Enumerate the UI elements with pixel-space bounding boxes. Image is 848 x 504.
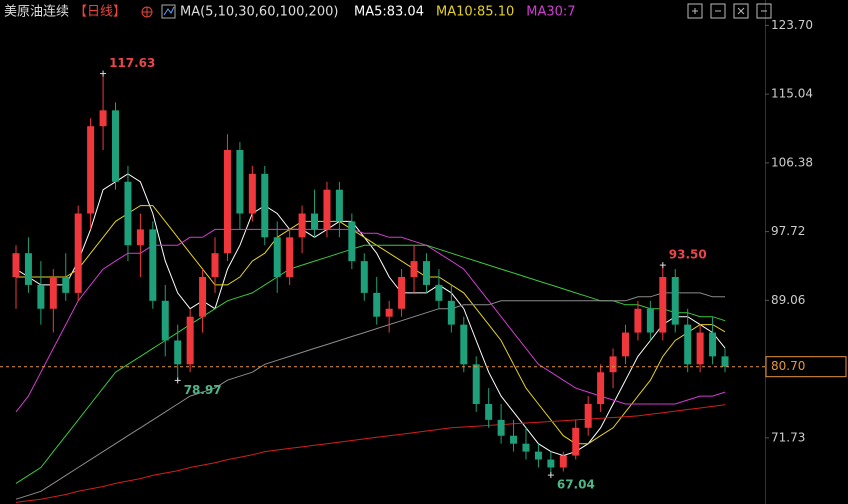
y-tick-label: 115.04 (771, 87, 813, 101)
legend-entry: MA10:85.10 (436, 5, 514, 20)
extreme-label: 67.04 (557, 478, 595, 492)
candle-body (584, 403, 592, 428)
last-price-label: 80.70 (771, 359, 805, 373)
candle-body (646, 308, 654, 333)
settings-icon[interactable] (141, 6, 153, 18)
candle-body (721, 356, 729, 367)
candle-body (709, 332, 717, 357)
candle-body (149, 229, 157, 301)
candle-body (522, 443, 530, 452)
ma-line (15, 292, 725, 500)
candle-body (37, 284, 45, 309)
legend-entry: MA5:83.04 (354, 5, 424, 20)
candle-body (348, 221, 356, 262)
candle-body (24, 253, 32, 285)
extreme-label: 93.50 (669, 248, 707, 262)
candle-body (74, 213, 82, 293)
toolbar[interactable] (687, 3, 772, 19)
candle-body (510, 435, 518, 444)
candle-body (422, 261, 430, 285)
candle-body (124, 181, 132, 246)
candle-body (12, 253, 20, 278)
candle-body (311, 213, 319, 230)
candle-body (547, 459, 555, 468)
candle-body (410, 261, 418, 278)
period: 【日线】 (74, 5, 126, 20)
candle-body (136, 229, 144, 246)
candle-body (460, 324, 468, 365)
candle-body (99, 110, 107, 127)
y-tick-label: 123.70 (771, 18, 813, 32)
candle-body (211, 253, 219, 278)
extreme-label: 78.97 (184, 383, 222, 397)
candle-body (49, 277, 57, 309)
candle-body (684, 324, 692, 365)
ma-line (16, 205, 726, 445)
candle-body (621, 332, 629, 357)
candle-body (559, 455, 567, 468)
candle-body (398, 277, 406, 309)
candle-body (472, 364, 480, 404)
candle-body (671, 277, 679, 325)
candle-body (223, 150, 231, 254)
candle-body (435, 284, 443, 301)
extreme-label: 117.63 (109, 56, 155, 70)
candle-body (62, 277, 70, 293)
candle-body (609, 356, 617, 373)
candle-body (87, 126, 95, 214)
candle-body (236, 150, 244, 214)
last-price-box (765, 356, 847, 378)
candle-body (534, 451, 542, 460)
candle-body (273, 237, 281, 278)
candle-body (360, 261, 368, 293)
candle-body (497, 419, 505, 436)
candle-body (385, 308, 393, 317)
candle-body (112, 110, 120, 182)
chart-title: 美原油连续 (4, 4, 69, 20)
candle-body (572, 427, 580, 456)
candle-body (261, 173, 269, 238)
y-tick-label: 106.38 (771, 155, 813, 169)
indicator-icon[interactable] (161, 4, 176, 19)
candle-body (323, 189, 331, 230)
candle-body (174, 340, 182, 365)
candle-body (186, 316, 194, 365)
y-tick-label: 97.72 (771, 224, 805, 238)
candle-body (248, 173, 256, 214)
candle-body (373, 292, 381, 317)
indicator-name: MA(5,10,30,60,100,200) (180, 5, 338, 20)
y-tick-label: 89.06 (771, 293, 805, 307)
candle-body (597, 372, 605, 404)
candle-body (447, 300, 455, 325)
candle-body (634, 308, 642, 333)
legend-entry: MA30:7 (526, 5, 575, 20)
candle-body (199, 277, 207, 317)
candle-body (286, 237, 294, 278)
y-tick-label: 71.73 (771, 430, 805, 444)
ma-line (15, 404, 726, 503)
candle-body (696, 332, 704, 365)
ma-line (15, 228, 726, 413)
candle-body (485, 403, 493, 420)
candle-body (659, 277, 667, 333)
candle-body (161, 300, 169, 341)
candle-body (298, 213, 306, 238)
candle-body (335, 189, 343, 222)
